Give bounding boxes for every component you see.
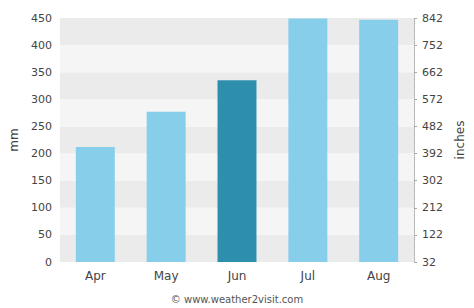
svg-text:50: 50 [38, 228, 52, 241]
svg-text:450: 450 [31, 12, 52, 25]
svg-text:May: May [154, 269, 179, 283]
svg-text:350: 350 [31, 66, 52, 79]
svg-text:482: 482 [422, 120, 443, 133]
svg-text:662: 662 [422, 66, 443, 79]
svg-text:572: 572 [422, 93, 443, 106]
svg-text:© www.weather2visit.com: © www.weather2visit.com [171, 294, 303, 305]
svg-text:122: 122 [422, 228, 443, 241]
svg-text:302: 302 [422, 174, 443, 187]
svg-text:100: 100 [31, 201, 52, 214]
svg-text:Aug: Aug [367, 269, 390, 283]
svg-text:400: 400 [31, 39, 52, 52]
svg-text:300: 300 [31, 93, 52, 106]
svg-text:mm: mm [7, 128, 21, 151]
svg-text:842: 842 [422, 12, 443, 25]
svg-text:250: 250 [31, 120, 52, 133]
svg-text:32: 32 [422, 256, 436, 269]
svg-text:200: 200 [31, 147, 52, 160]
svg-text:inches: inches [453, 121, 467, 160]
svg-text:0: 0 [45, 256, 52, 269]
svg-text:Jul: Jul [300, 269, 315, 283]
svg-text:212: 212 [422, 201, 443, 214]
svg-text:752: 752 [422, 39, 443, 52]
svg-text:150: 150 [31, 174, 52, 187]
svg-text:Jun: Jun [227, 269, 247, 283]
svg-text:392: 392 [422, 147, 443, 160]
svg-text:Apr: Apr [85, 269, 106, 283]
